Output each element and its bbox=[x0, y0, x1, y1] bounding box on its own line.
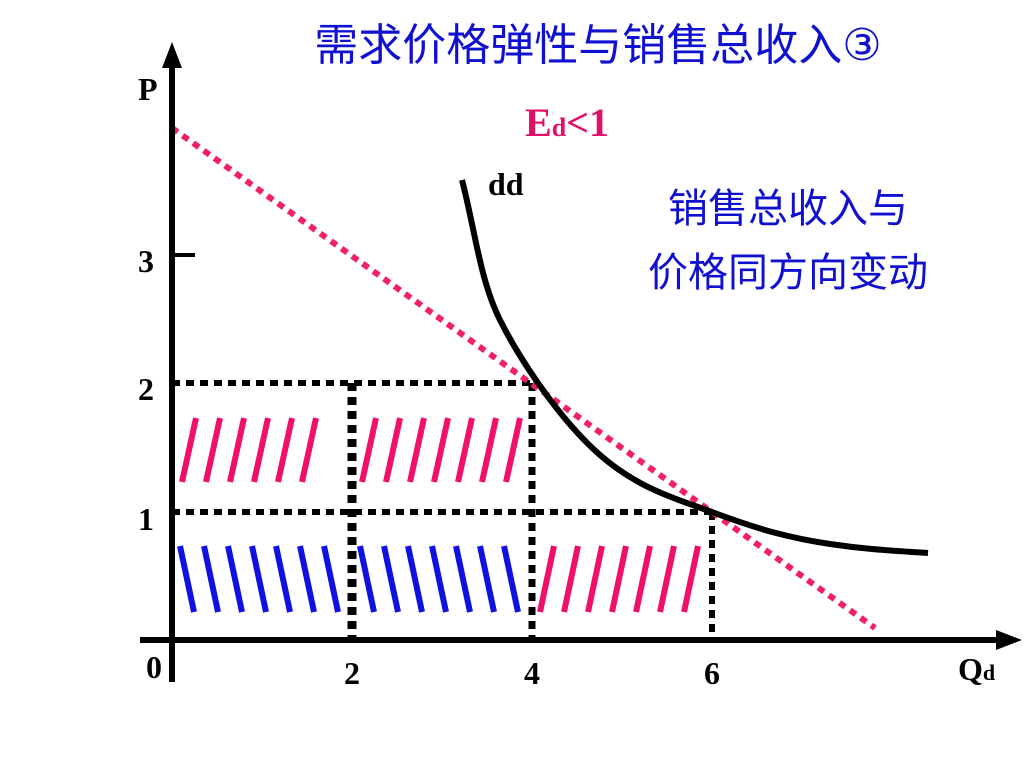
hatch-line bbox=[431, 417, 451, 483]
hatch-line bbox=[453, 545, 473, 613]
linear-demand bbox=[170, 125, 877, 631]
hatch-line bbox=[381, 545, 401, 613]
hatch-line bbox=[321, 545, 341, 613]
note-line: 销售总收入与 bbox=[668, 186, 908, 232]
hatch-line bbox=[681, 545, 701, 613]
hatch-line bbox=[405, 545, 425, 613]
hatch-line bbox=[273, 545, 293, 613]
origin: 0 bbox=[146, 649, 162, 685]
hatch-line bbox=[203, 417, 223, 483]
hatch-line bbox=[479, 417, 499, 483]
e-rest: <1 bbox=[566, 100, 609, 145]
arrow bbox=[162, 42, 182, 68]
hatch-line bbox=[383, 417, 403, 483]
hatch-line bbox=[297, 545, 317, 613]
x-sub: d bbox=[983, 660, 995, 685]
hatch-line bbox=[429, 545, 449, 613]
hatch-line bbox=[609, 545, 629, 613]
curve-label: dd bbox=[488, 166, 524, 202]
axes bbox=[140, 42, 1022, 682]
note-line: 价格同方向变动 bbox=[648, 250, 928, 296]
hatch-line bbox=[407, 417, 427, 483]
y-label: P bbox=[138, 71, 158, 107]
hatch-line bbox=[503, 417, 523, 483]
hatch-line bbox=[249, 545, 269, 613]
hatch-line bbox=[299, 417, 319, 483]
hatching bbox=[177, 417, 701, 613]
hatch-line bbox=[275, 417, 295, 483]
y-tick-label: 3 bbox=[138, 243, 154, 279]
hatch-line bbox=[251, 417, 271, 483]
x-label: Qd bbox=[958, 651, 995, 687]
e-sub: d bbox=[552, 113, 567, 142]
title: 需求价格弹性与销售总收入③ bbox=[314, 20, 881, 71]
arrow bbox=[996, 630, 1022, 650]
hatch-line bbox=[561, 545, 581, 613]
guides bbox=[172, 380, 715, 640]
demand-curve bbox=[459, 179, 929, 556]
hatch-line bbox=[633, 545, 653, 613]
hatch-line bbox=[537, 545, 557, 613]
hatch-line bbox=[585, 545, 605, 613]
e-main: E bbox=[525, 100, 552, 145]
x-main: Q bbox=[958, 651, 983, 687]
x-tick-label: 4 bbox=[524, 655, 540, 691]
hatch-line bbox=[177, 545, 197, 613]
hatch-line bbox=[657, 545, 677, 613]
y-tick-label: 1 bbox=[138, 501, 154, 537]
hatch-line bbox=[477, 545, 497, 613]
hatch-line bbox=[227, 417, 247, 483]
elasticity: Ed<1 bbox=[525, 100, 609, 145]
hatch-line bbox=[201, 545, 221, 613]
x-tick-label: 6 bbox=[704, 655, 720, 691]
hatch-line bbox=[357, 545, 377, 613]
y-tick-label: 2 bbox=[138, 371, 154, 407]
hatch-line bbox=[455, 417, 475, 483]
hatch-line bbox=[501, 545, 521, 613]
hatch-line bbox=[179, 417, 199, 483]
hatch-line bbox=[225, 545, 245, 613]
x-tick-label: 2 bbox=[344, 655, 360, 691]
hatch-line bbox=[359, 417, 379, 483]
